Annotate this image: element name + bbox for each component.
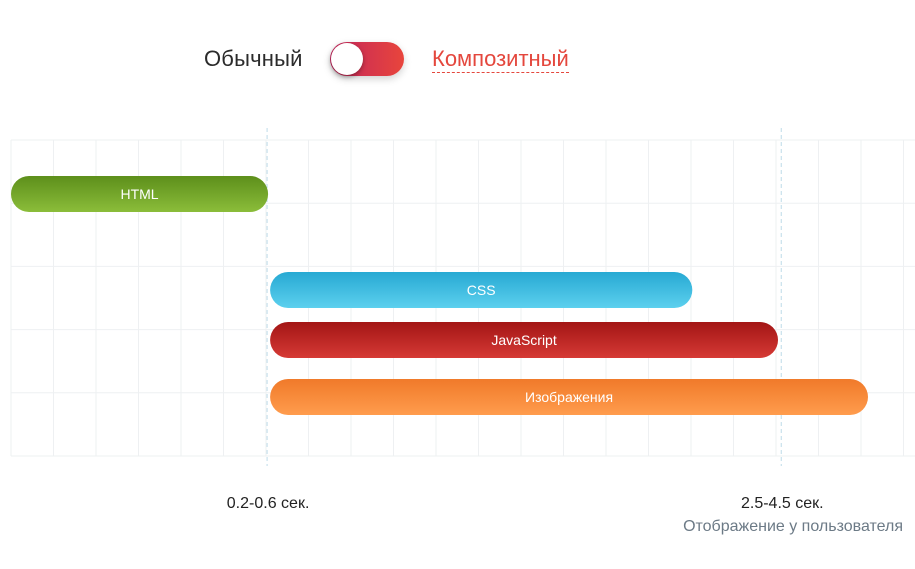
bar-javascript [270,322,779,358]
toggle-label-regular[interactable]: Обычный [204,46,303,71]
bar-label-css: CSS [467,282,496,298]
bar-images [270,379,869,415]
bar-label-images: Изображения [525,389,613,405]
marker-label: 2.5-4.5 сек. [741,495,824,512]
toggle-row: Обычный Композитный [0,40,915,80]
toggle-label-composite[interactable]: Композитный [432,46,569,73]
bar-label-html: HTML [120,186,158,202]
bars: HTML CSS JavaScript Изображения [11,176,869,415]
toggle-knob[interactable] [331,43,363,75]
timeline-chart: HTML CSS JavaScript Изображения 0.2-0.6 сек… [10,128,915,535]
bar-html [11,176,269,212]
marker-label: 0.2-0.6 сек. [227,495,310,512]
bar-css [270,272,693,308]
marker-labels: 0.2-0.6 сек. 2.5-4.5 сек. Отображение у по… [227,495,903,535]
mode-toggle-switch[interactable] [330,42,404,76]
bar-label-javascript: JavaScript [491,332,556,348]
marker-note: Отображение у пользователя [683,518,903,535]
